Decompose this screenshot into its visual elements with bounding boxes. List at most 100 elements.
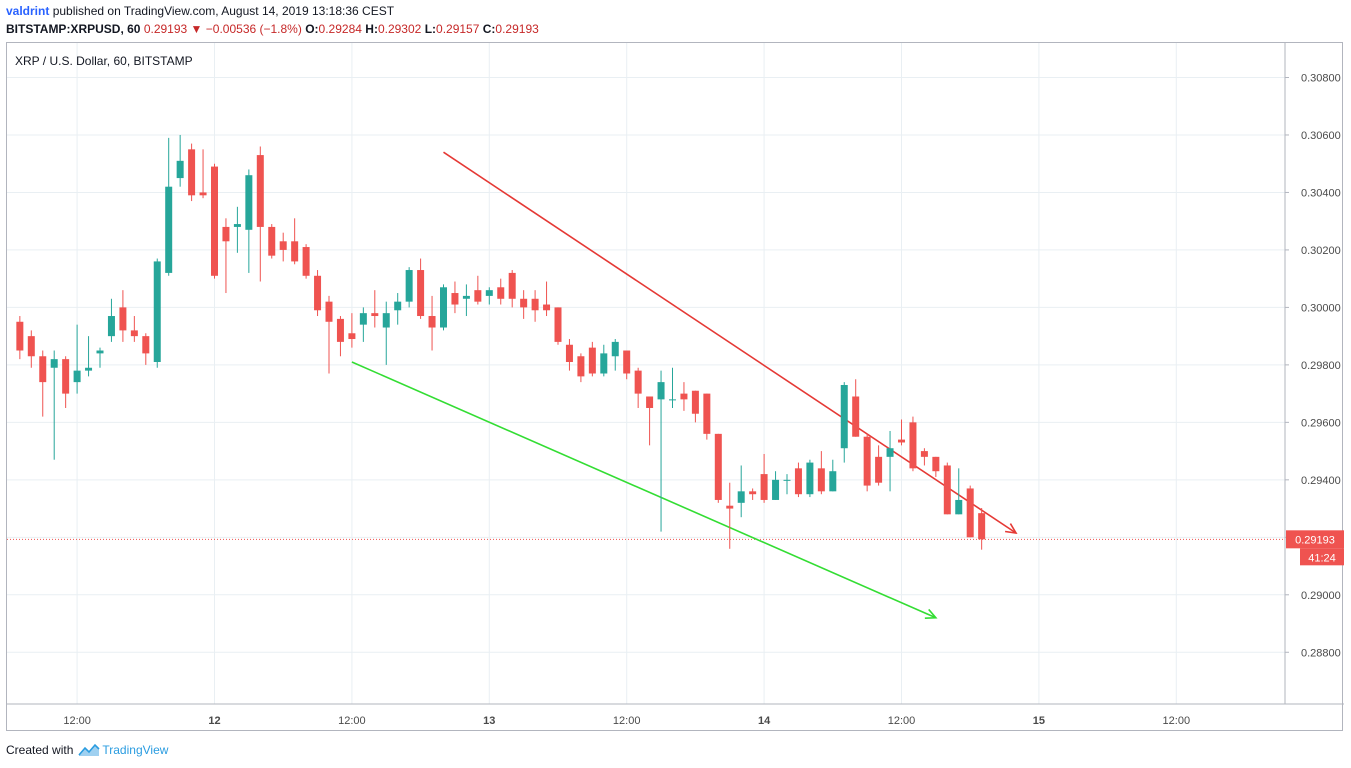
time-tick-label: 12:00 bbox=[63, 715, 91, 727]
candle-body-down bbox=[119, 307, 127, 331]
close-label: C: bbox=[482, 22, 496, 36]
tradingview-logo-icon bbox=[78, 743, 100, 756]
candle-body-up bbox=[440, 287, 447, 328]
support-arrow bbox=[924, 608, 938, 619]
last-price-badge bbox=[1286, 530, 1344, 549]
candle-body-down bbox=[703, 393, 711, 434]
price-change: −0.00536 (−1.8%) bbox=[205, 22, 302, 36]
candle-body-down bbox=[543, 304, 551, 311]
countdown-label: 41:24 bbox=[1308, 552, 1336, 564]
candle-body-down bbox=[16, 321, 24, 351]
candle-body-down bbox=[817, 468, 825, 492]
candle-body-down bbox=[920, 451, 928, 457]
candle-body-up bbox=[50, 359, 58, 368]
candle-body-up bbox=[669, 399, 676, 401]
down-arrow-icon: ▼ bbox=[190, 22, 203, 36]
open-value: 0.29284 bbox=[318, 22, 362, 36]
price-tick-label: 0.30400 bbox=[1301, 187, 1341, 199]
price-chart[interactable]: 0.30800 0.30600 0.30400 0.30200 0.30000 0.298… bbox=[7, 43, 1344, 732]
candle-body-up bbox=[233, 224, 241, 227]
low-label: L: bbox=[424, 22, 437, 36]
candle-body-down bbox=[646, 396, 654, 408]
candle-body-down bbox=[852, 396, 860, 437]
candle-body-down bbox=[27, 336, 35, 357]
candle-body-up bbox=[176, 160, 184, 179]
support-trendline bbox=[351, 361, 937, 619]
candle-body-down bbox=[749, 491, 757, 495]
candle-body-up bbox=[165, 186, 173, 273]
last-price: 0.29193 bbox=[143, 22, 188, 36]
candle-body-down bbox=[520, 298, 528, 308]
tradingview-brand[interactable]: TradingView bbox=[102, 743, 169, 757]
candle-body-up bbox=[73, 370, 81, 383]
price-tick-label: 0.28800 bbox=[1301, 647, 1341, 659]
candle-body-up bbox=[600, 353, 608, 374]
price-tick-label: 0.30800 bbox=[1301, 72, 1341, 84]
candle-body-down bbox=[978, 513, 986, 540]
candle-body-down bbox=[691, 390, 699, 414]
candle-body-down bbox=[714, 433, 722, 500]
candle-body-down bbox=[268, 226, 276, 256]
price-tick-label: 0.30000 bbox=[1301, 302, 1341, 314]
candle-body-down bbox=[279, 241, 287, 250]
candle-body-up bbox=[657, 382, 665, 400]
author-name[interactable]: valdrint bbox=[6, 4, 50, 18]
chart-frame[interactable]: 0.30800 0.30600 0.30400 0.30200 0.30000 0.298… bbox=[6, 42, 1344, 732]
candle-body-down bbox=[760, 474, 768, 500]
high-label: H: bbox=[365, 22, 378, 36]
candle-body-up bbox=[806, 462, 814, 495]
candle-body-down bbox=[577, 356, 585, 377]
publish-info: valdrint published on TradingView.com, A… bbox=[6, 4, 394, 18]
candle-body-up bbox=[153, 261, 161, 363]
published-text: published on TradingView.com, August 14,… bbox=[52, 4, 395, 18]
close-value: 0.29193 bbox=[495, 22, 539, 36]
candle-body-down bbox=[875, 456, 883, 483]
candle-body-down bbox=[531, 298, 539, 311]
open-label: O: bbox=[305, 22, 319, 36]
footer: Created with TradingView bbox=[6, 743, 168, 757]
candle-body-up bbox=[96, 350, 104, 354]
candle-body-down bbox=[417, 270, 425, 317]
candle-body-up bbox=[840, 384, 848, 449]
price-tick-label: 0.30600 bbox=[1301, 130, 1341, 142]
candle-body-down bbox=[863, 436, 871, 486]
candle-body-up bbox=[85, 367, 93, 371]
candle-body-down bbox=[336, 318, 344, 342]
candle-body-down bbox=[588, 347, 596, 374]
symbol-name: BITSTAMP:XRPUSD, 60 bbox=[6, 22, 141, 36]
candle-body-down bbox=[314, 275, 322, 311]
candle-body-down bbox=[474, 290, 482, 302]
candle-body-up bbox=[107, 316, 115, 337]
time-tick-label: 12:00 bbox=[888, 715, 916, 727]
candle-body-down bbox=[726, 505, 734, 509]
time-tick-label: 14 bbox=[758, 715, 771, 727]
candle-body-down bbox=[508, 272, 516, 299]
candle-body-up bbox=[955, 499, 963, 515]
candle-body-down bbox=[634, 370, 642, 394]
candle-body-down bbox=[497, 287, 505, 299]
candle-body-up bbox=[829, 471, 837, 492]
price-tick-label: 0.30200 bbox=[1301, 245, 1341, 257]
candle-body-down bbox=[211, 166, 218, 276]
time-tick-label: 15 bbox=[1033, 715, 1045, 727]
candle-body-up bbox=[886, 448, 894, 457]
time-tick-label: 12 bbox=[208, 715, 220, 727]
last-price-badge-label: 0.29193 bbox=[1295, 534, 1335, 546]
high-value: 0.29302 bbox=[377, 22, 422, 36]
symbol-legend: BITSTAMP:XRPUSD, 60 0.29193 ▼ −0.00536 (… bbox=[6, 22, 539, 36]
price-tick-label: 0.29800 bbox=[1301, 360, 1341, 372]
candle-body-down bbox=[794, 468, 802, 495]
candle-body-up bbox=[485, 290, 493, 296]
candle-body-down bbox=[199, 192, 207, 196]
time-tick-label: 13 bbox=[483, 715, 495, 727]
candle-body-down bbox=[898, 439, 905, 443]
candle-body-up bbox=[245, 175, 253, 230]
candle-body-down bbox=[932, 456, 940, 472]
candle-body-down bbox=[256, 155, 264, 227]
time-tick-label: 12:00 bbox=[613, 715, 641, 727]
low-value: 0.29157 bbox=[436, 22, 480, 36]
candle-body-down bbox=[188, 149, 196, 196]
candle-body-down bbox=[909, 422, 917, 469]
candle-body-up bbox=[359, 313, 367, 325]
candle-body-down bbox=[39, 356, 47, 383]
